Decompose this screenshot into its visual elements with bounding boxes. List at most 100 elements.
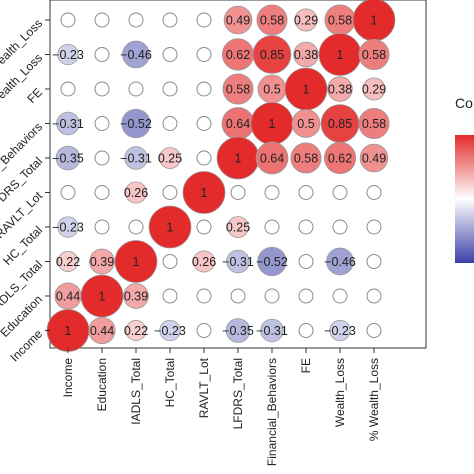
matrix-cell — [366, 288, 382, 304]
matrix-cell — [298, 323, 314, 338]
matrix-cell — [366, 219, 382, 235]
y-tick-layer: ealth_LossWealth_LossFEial_BehaviorsFDRS… — [0, 16, 50, 364]
correlation-circle — [114, 240, 158, 283]
matrix-cell: 0.58 — [222, 73, 254, 105]
correlation-circle — [256, 4, 288, 36]
empty-cell-marker — [298, 185, 314, 200]
correlation-label: 0.62 — [328, 152, 352, 166]
correlation-circle — [182, 171, 226, 214]
matrix-cell — [162, 12, 178, 28]
correlation-circle — [326, 247, 354, 276]
correlation-circle — [257, 246, 287, 277]
empty-cell-marker — [94, 47, 110, 62]
empty-cell-marker — [264, 219, 280, 235]
matrix-cell: 0.39 — [123, 283, 149, 309]
empty-cell-marker — [162, 185, 178, 200]
matrix-cell: 0.62 — [221, 38, 255, 71]
correlation-circle — [124, 181, 148, 204]
correlation-label: 1 — [65, 324, 72, 338]
matrix-cell: −0.52 — [120, 108, 152, 139]
matrix-cell — [196, 288, 212, 304]
matrix-cell: 0.29 — [362, 77, 386, 101]
empty-cell-marker — [332, 219, 348, 235]
empty-cell-marker — [332, 288, 348, 304]
correlation-circle — [359, 143, 389, 173]
empty-cell-marker — [94, 81, 110, 97]
x-tick-label: Income — [61, 358, 75, 398]
correlation-label: 0.25 — [158, 152, 182, 166]
correlation-label: −0.31 — [222, 255, 254, 269]
correlation-label: 1 — [99, 290, 106, 304]
correlation-circle — [192, 250, 216, 273]
matrix-cell: 0.62 — [323, 141, 357, 175]
empty-cell-marker — [298, 254, 314, 269]
correlation-label: 1 — [371, 14, 378, 28]
y-tick-label: FE — [24, 85, 45, 106]
matrix-cell: 0.58 — [358, 107, 390, 140]
empty-cell-marker — [94, 185, 110, 200]
empty-cell-marker — [128, 81, 144, 97]
empty-cell-marker — [196, 81, 212, 97]
correlation-label: −0.46 — [324, 255, 356, 269]
matrix-cell — [264, 185, 280, 200]
matrix-cell: −0.31 — [222, 249, 254, 274]
correlation-label: 0.25 — [226, 221, 250, 235]
matrix-cell — [94, 12, 110, 28]
empty-cell-marker — [264, 185, 280, 200]
matrix-cell: 0.29 — [294, 8, 318, 32]
matrix-cell: 0.38 — [293, 41, 319, 68]
correlation-label: 0.29 — [362, 83, 386, 97]
x-tick-label: FE — [299, 358, 313, 373]
x-tick-label: IADLS_Total — [129, 358, 143, 425]
correlation-circle — [88, 316, 116, 345]
empty-cell-marker — [196, 323, 212, 338]
matrix-cell: 0.58 — [324, 4, 356, 36]
correlation-circle — [159, 147, 181, 169]
correlation-label: 1 — [201, 186, 208, 200]
correlation-label: 0.38 — [294, 48, 318, 62]
x-tick-label: Education — [95, 358, 109, 411]
matrix-cell — [162, 185, 178, 200]
legend-colorbar — [455, 135, 474, 263]
matrix-cell — [366, 254, 382, 269]
matrix-cell: 1 — [250, 102, 294, 145]
correlation-label: 0.64 — [226, 117, 250, 131]
matrix-cell — [332, 288, 348, 304]
correlation-circle — [227, 216, 249, 238]
correlation-label: 0.26 — [124, 186, 148, 200]
empty-cell-marker — [162, 12, 178, 28]
empty-cell-marker — [366, 288, 382, 304]
empty-cell-marker — [94, 219, 110, 235]
correlation-label: 0.39 — [90, 255, 114, 269]
correlation-label: −0.23 — [154, 324, 186, 338]
correlation-label: 0.5 — [263, 83, 280, 97]
matrix-cell: −0.52 — [256, 246, 288, 277]
correlation-circle — [323, 141, 357, 175]
matrix-cell: 1 — [182, 171, 226, 214]
correlation-label: 0.5 — [297, 117, 314, 131]
correlation-circle — [55, 145, 81, 171]
matrix-cell — [264, 288, 280, 304]
cell-layer: 0.49 0.58 0.29 0.58 1 −0.23 −0.46 0.62 0.85 0.38 1… — [46, 0, 396, 352]
correlation-label: −0.31 — [256, 324, 288, 338]
correlation-label: 0.44 — [56, 290, 80, 304]
empty-cell-marker — [298, 288, 314, 304]
matrix-cell — [94, 185, 110, 200]
x-tick-label: Financial_Behaviors — [265, 358, 279, 466]
correlation-label: −0.52 — [256, 255, 288, 269]
empty-cell-marker — [162, 81, 178, 97]
correlation-label: −0.52 — [120, 117, 152, 131]
correlation-circle — [294, 8, 318, 32]
empty-cell-marker — [162, 47, 178, 62]
empty-cell-marker — [60, 81, 76, 97]
correlation-circle — [57, 43, 79, 66]
matrix-cell: −0.35 — [52, 145, 84, 171]
matrix-cell: 0.25 — [158, 147, 182, 169]
matrix-cell: 0.44 — [88, 316, 116, 345]
matrix-cell — [264, 219, 280, 235]
matrix-cell: 0.58 — [256, 4, 288, 36]
correlation-label: 1 — [337, 48, 344, 62]
matrix-cell: 0.49 — [223, 5, 253, 35]
correlation-label: 1 — [303, 83, 310, 97]
